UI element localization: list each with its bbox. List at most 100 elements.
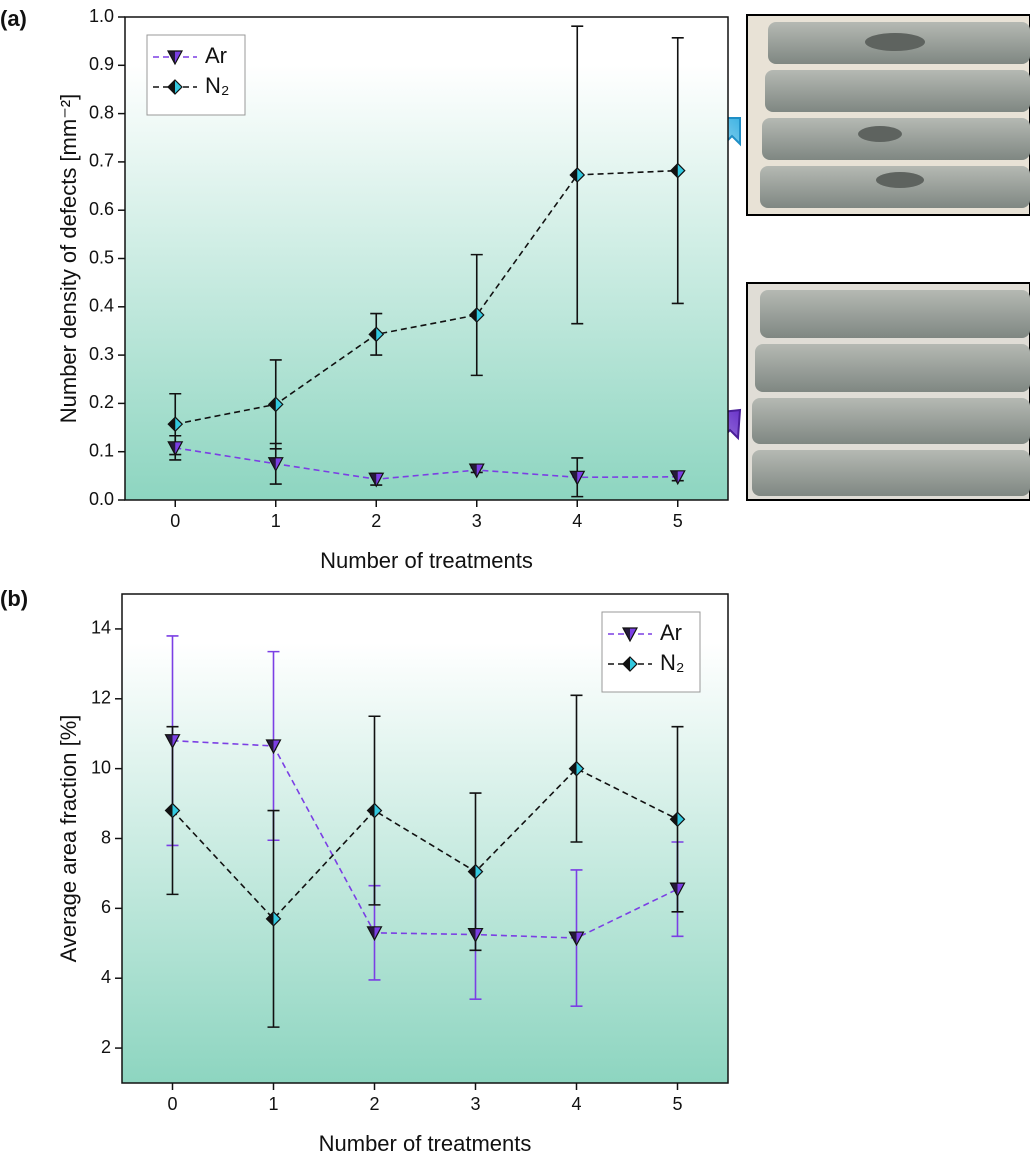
marker bbox=[164, 734, 181, 749]
marker bbox=[622, 656, 638, 672]
marker bbox=[669, 882, 686, 898]
marker bbox=[669, 811, 686, 828]
marker bbox=[366, 926, 383, 942]
marker-shade bbox=[268, 397, 276, 412]
y-tick-label: 0.6 bbox=[89, 199, 114, 219]
marker-shade bbox=[165, 734, 173, 748]
photo-top bbox=[746, 14, 1030, 216]
x-axis-title: Number of treatments bbox=[320, 548, 533, 573]
series-line bbox=[172, 739, 678, 939]
legend-label: Ar bbox=[205, 43, 227, 68]
photo-bottom bbox=[746, 282, 1030, 501]
y-tick-label: 4 bbox=[101, 967, 111, 987]
marker-shade bbox=[165, 803, 173, 818]
marker bbox=[669, 470, 686, 486]
marker bbox=[164, 802, 181, 819]
marker-shade bbox=[369, 473, 377, 487]
marker-shade bbox=[168, 441, 176, 455]
marker bbox=[368, 472, 385, 488]
x-axis-title: Number of treatments bbox=[319, 1131, 532, 1156]
marker bbox=[265, 739, 282, 755]
marker bbox=[468, 463, 485, 479]
chart-body bbox=[164, 635, 686, 1028]
y-tick-label: 6 bbox=[101, 897, 111, 917]
marker bbox=[366, 802, 383, 819]
marker bbox=[467, 863, 484, 880]
series-line bbox=[175, 447, 678, 481]
x-tick-label: 3 bbox=[472, 511, 482, 531]
x-tick-label: 2 bbox=[369, 1094, 379, 1114]
marker bbox=[167, 416, 184, 433]
marker-shade bbox=[468, 864, 476, 879]
plot-frame bbox=[124, 16, 729, 501]
chart-body bbox=[167, 25, 686, 498]
marker-shade bbox=[168, 417, 176, 432]
y-tick-label: 12 bbox=[91, 688, 111, 708]
y-axis-title: Average area fraction [%] bbox=[56, 715, 81, 963]
legend-label: N₂ bbox=[205, 73, 229, 98]
marker-shade bbox=[623, 628, 630, 641]
plot-frame bbox=[121, 593, 729, 1084]
marker-shade bbox=[468, 928, 476, 942]
marker-shade bbox=[266, 739, 274, 753]
y-tick-label: 0.9 bbox=[89, 54, 114, 74]
marker-shade bbox=[570, 167, 578, 182]
marker bbox=[267, 457, 284, 473]
series-line bbox=[171, 767, 678, 921]
y-tick-label: 0.1 bbox=[89, 440, 114, 460]
marker-shade bbox=[469, 308, 477, 323]
marker-shade bbox=[569, 932, 577, 946]
marker bbox=[267, 396, 284, 413]
marker-shade bbox=[623, 657, 630, 671]
x-tick-label: 5 bbox=[672, 1094, 682, 1114]
panel-label: (b) bbox=[0, 586, 28, 611]
marker-shade bbox=[670, 163, 678, 178]
legend-box bbox=[601, 611, 701, 693]
marker-shade bbox=[469, 464, 477, 478]
series-line bbox=[175, 169, 678, 425]
marker bbox=[568, 931, 585, 947]
legend-label: N₂ bbox=[660, 650, 684, 675]
y-tick-label: 1.0 bbox=[89, 6, 114, 26]
y-tick-label: 0.7 bbox=[89, 151, 114, 171]
marker-shade bbox=[168, 51, 175, 64]
y-axis-title: Number density of defects [mm⁻²] bbox=[56, 94, 81, 424]
legend: Ar N₂ bbox=[601, 611, 701, 693]
marker-shade bbox=[670, 812, 678, 827]
legend-box bbox=[146, 34, 246, 116]
panel-label: (a) bbox=[0, 6, 27, 31]
marker bbox=[468, 307, 485, 323]
marker bbox=[569, 470, 586, 486]
x-tick-label: 5 bbox=[673, 511, 683, 531]
y-tick-label: 0.4 bbox=[89, 296, 114, 316]
y-tick-label: 0.2 bbox=[89, 392, 114, 412]
marker-shade bbox=[570, 471, 578, 485]
x-tick-label: 0 bbox=[167, 1094, 177, 1114]
legend: Ar N₂ bbox=[146, 34, 246, 116]
marker bbox=[368, 326, 385, 343]
marker-shade bbox=[367, 803, 375, 818]
y-tick-label: 0.3 bbox=[89, 344, 114, 364]
x-tick-label: 1 bbox=[271, 511, 281, 531]
x-tick-label: 4 bbox=[572, 511, 582, 531]
x-tick-label: 4 bbox=[571, 1094, 581, 1114]
marker bbox=[166, 50, 184, 66]
marker bbox=[621, 627, 639, 643]
y-tick-label: 0.5 bbox=[89, 247, 114, 267]
marker bbox=[669, 162, 686, 179]
marker bbox=[167, 441, 184, 457]
marker-shade bbox=[266, 911, 274, 926]
marker bbox=[167, 79, 183, 95]
y-tick-label: 0.8 bbox=[89, 102, 114, 122]
marker-shade bbox=[268, 457, 276, 471]
x-tick-label: 0 bbox=[170, 511, 180, 531]
legend-label: Ar bbox=[660, 620, 682, 645]
x-tick-label: 1 bbox=[268, 1094, 278, 1114]
marker-shade bbox=[369, 327, 377, 342]
marker-shade bbox=[168, 80, 175, 94]
marker bbox=[568, 760, 585, 777]
marker-shade bbox=[569, 761, 577, 776]
marker-shade bbox=[670, 470, 678, 484]
y-tick-label: 0.0 bbox=[89, 489, 114, 509]
